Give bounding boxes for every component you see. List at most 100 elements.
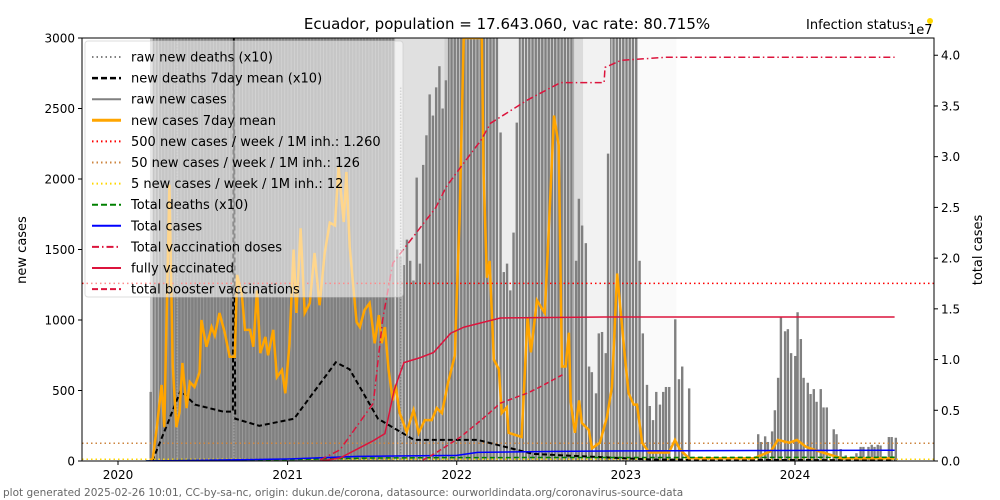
bar bbox=[687, 388, 691, 461]
y-right-tick-label: 3.0 bbox=[941, 150, 960, 164]
x-tick-label: 2022 bbox=[441, 468, 472, 482]
bar bbox=[509, 290, 512, 461]
bar bbox=[662, 391, 665, 461]
legend-label: new deaths 7day mean (x10) bbox=[131, 72, 322, 87]
legend-label: 500 new cases / week / 1M inh.: 1.260 bbox=[131, 135, 381, 150]
bar bbox=[655, 391, 658, 461]
bar bbox=[604, 353, 607, 461]
legend-label: 50 new cases / week / 1M inh.: 126 bbox=[131, 156, 360, 171]
x-tick-label: 2024 bbox=[780, 468, 811, 482]
y-right-tick-label: 1.0 bbox=[941, 353, 960, 367]
x-tick-label: 2023 bbox=[611, 468, 642, 482]
y-right-tick-label: 2.5 bbox=[941, 201, 960, 215]
bar bbox=[822, 407, 825, 461]
bar bbox=[505, 263, 509, 461]
bar bbox=[835, 434, 838, 461]
legend-label: new cases 7day mean bbox=[131, 114, 276, 129]
bar bbox=[425, 135, 428, 461]
bar bbox=[502, 272, 506, 461]
legend-label: Total cases bbox=[130, 219, 202, 234]
y-right-tick-label: 0.0 bbox=[941, 455, 960, 469]
y-left-tick-label: 2000 bbox=[44, 173, 75, 187]
fully-vaccinated-line bbox=[321, 316, 895, 461]
x-tick-label: 2020 bbox=[103, 468, 134, 482]
total-booster-vaccinations-line bbox=[422, 374, 563, 461]
legend-label: raw new cases bbox=[131, 93, 227, 108]
legend-label: Total deaths (x10) bbox=[130, 198, 248, 213]
bar bbox=[770, 431, 774, 461]
bar bbox=[606, 153, 610, 461]
bar bbox=[434, 87, 438, 461]
y-left-tick-label: 1500 bbox=[44, 243, 75, 257]
bar bbox=[590, 372, 594, 461]
axes: 2020 2021 2022 2023 2024 0 500 1000 1500 2000 2500… bbox=[44, 32, 960, 483]
x-tick-label: 2021 bbox=[272, 468, 303, 482]
bar bbox=[444, 80, 448, 461]
y-left-tick-label: 0 bbox=[67, 455, 75, 469]
bar bbox=[876, 444, 879, 461]
bar bbox=[796, 312, 799, 461]
y-left-tick-label: 2500 bbox=[44, 102, 75, 116]
bar bbox=[418, 263, 422, 461]
bar bbox=[149, 391, 152, 461]
y-right-tick-label: 2.0 bbox=[941, 252, 960, 266]
bar bbox=[890, 437, 893, 461]
right-axis-offset-text: 1e7 bbox=[908, 23, 933, 38]
y-left-tick-label: 500 bbox=[52, 384, 75, 398]
bar bbox=[859, 446, 862, 461]
bar bbox=[447, 38, 499, 461]
legend-label: total booster vaccinations bbox=[131, 283, 300, 298]
infection-status-label: Infection status: bbox=[806, 18, 911, 33]
bar bbox=[887, 437, 891, 461]
y-right-tick-label: 3.5 bbox=[941, 99, 960, 113]
footer-credits: plot generated 2025-02-26 10:01, CC-by-s… bbox=[3, 487, 684, 499]
legend-label: fully vaccinated bbox=[131, 262, 234, 277]
bar bbox=[600, 331, 604, 461]
bar bbox=[794, 355, 797, 461]
bar bbox=[873, 446, 876, 461]
bar bbox=[638, 260, 641, 461]
bar bbox=[610, 38, 638, 461]
bar bbox=[674, 319, 677, 461]
bar bbox=[651, 420, 655, 461]
bar bbox=[879, 445, 882, 461]
bar bbox=[587, 366, 591, 461]
bar bbox=[415, 177, 418, 461]
y-left-tick-label: 3000 bbox=[44, 32, 75, 46]
bar bbox=[799, 339, 803, 461]
bar bbox=[594, 393, 598, 461]
bar bbox=[677, 379, 681, 461]
y-right-tick-label: 1.5 bbox=[941, 302, 960, 316]
bar bbox=[641, 333, 645, 461]
y-right-tick-label: 0.5 bbox=[941, 404, 960, 418]
bar bbox=[839, 449, 842, 461]
y-left-tick-label: 1000 bbox=[44, 314, 75, 328]
bar bbox=[499, 132, 502, 461]
bar bbox=[832, 429, 835, 461]
bar bbox=[441, 108, 444, 461]
bar bbox=[597, 333, 600, 461]
bar bbox=[759, 441, 763, 461]
bar bbox=[396, 249, 399, 461]
bar bbox=[783, 331, 787, 461]
bar bbox=[773, 410, 777, 461]
bar bbox=[757, 434, 760, 461]
bar bbox=[802, 377, 805, 461]
bar bbox=[815, 401, 818, 461]
new-deaths-7day-mean-line bbox=[151, 38, 895, 461]
legend-label: 5 new cases / week / 1M inh.: 12 bbox=[131, 177, 343, 192]
bar bbox=[789, 353, 793, 461]
bar bbox=[870, 444, 873, 461]
bar bbox=[438, 66, 441, 461]
chart-title: Ecuador, population = 17.643.060, vac ra… bbox=[304, 15, 710, 33]
bar bbox=[894, 437, 898, 461]
bar bbox=[862, 446, 865, 461]
bar bbox=[867, 446, 870, 461]
total-vaccination-doses-line bbox=[319, 56, 895, 461]
new-cases-7day-mean-line bbox=[149, 38, 895, 461]
bar bbox=[515, 122, 518, 461]
bar bbox=[664, 386, 668, 461]
bar bbox=[580, 225, 584, 461]
legend-box bbox=[84, 40, 404, 298]
